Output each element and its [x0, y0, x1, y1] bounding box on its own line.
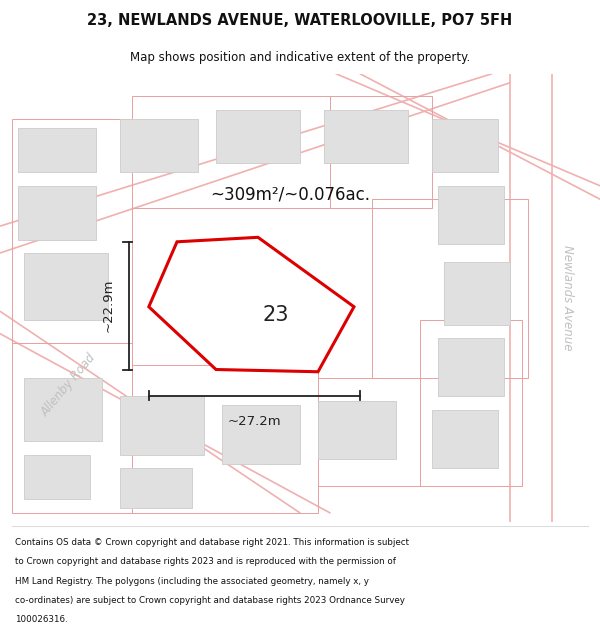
Polygon shape — [24, 253, 108, 320]
Text: to Crown copyright and database rights 2023 and is reproduced with the permissio: to Crown copyright and database rights 2… — [15, 558, 396, 566]
Text: ~27.2m: ~27.2m — [227, 414, 281, 428]
Polygon shape — [120, 396, 204, 454]
Polygon shape — [18, 127, 96, 172]
Polygon shape — [324, 109, 408, 163]
Polygon shape — [444, 262, 510, 325]
Polygon shape — [149, 238, 354, 372]
Text: HM Land Registry. The polygons (including the associated geometry, namely x, y: HM Land Registry. The polygons (includin… — [15, 576, 369, 586]
Polygon shape — [438, 338, 504, 396]
Text: Contains OS data © Crown copyright and database right 2021. This information is : Contains OS data © Crown copyright and d… — [15, 538, 409, 548]
Polygon shape — [318, 401, 396, 459]
Polygon shape — [24, 454, 90, 499]
Polygon shape — [432, 410, 498, 468]
Polygon shape — [120, 119, 198, 172]
Text: 100026316.: 100026316. — [15, 615, 68, 624]
Polygon shape — [18, 186, 96, 239]
Polygon shape — [120, 468, 192, 508]
Text: 23: 23 — [262, 304, 289, 324]
Text: co-ordinates) are subject to Crown copyright and database rights 2023 Ordnance S: co-ordinates) are subject to Crown copyr… — [15, 596, 405, 604]
Text: 23, NEWLANDS AVENUE, WATERLOOVILLE, PO7 5FH: 23, NEWLANDS AVENUE, WATERLOOVILLE, PO7 … — [88, 13, 512, 28]
Text: Map shows position and indicative extent of the property.: Map shows position and indicative extent… — [130, 51, 470, 64]
Text: Newlands Avenue: Newlands Avenue — [560, 245, 574, 351]
Polygon shape — [216, 109, 300, 163]
Text: ~22.9m: ~22.9m — [101, 279, 115, 332]
Text: ~309m²/~0.076ac.: ~309m²/~0.076ac. — [210, 186, 370, 204]
Polygon shape — [222, 406, 300, 464]
Polygon shape — [432, 119, 498, 172]
Polygon shape — [438, 186, 504, 244]
Polygon shape — [24, 379, 102, 441]
Text: Allenby Road: Allenby Road — [39, 351, 99, 419]
